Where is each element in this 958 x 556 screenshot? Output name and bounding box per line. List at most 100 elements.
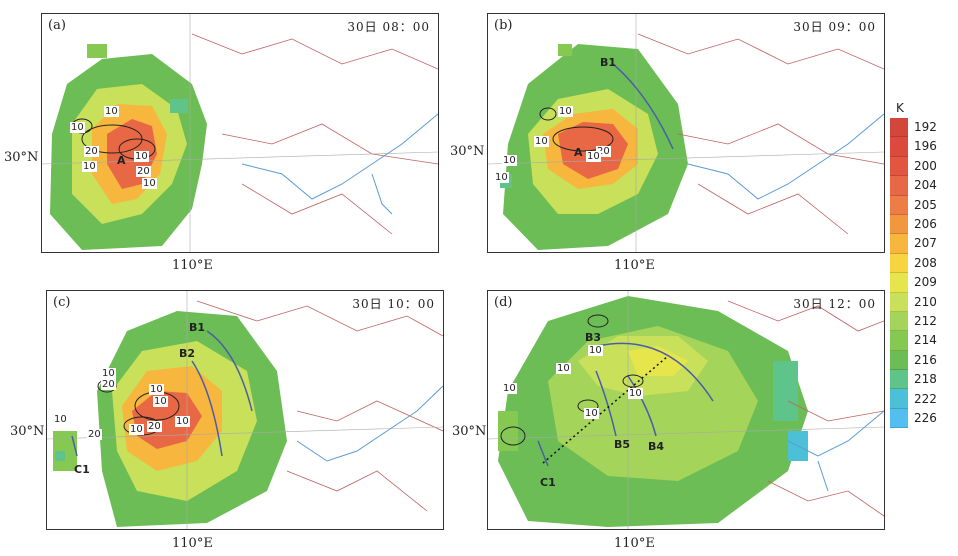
- contour-label: 10: [534, 136, 549, 147]
- colorbar-cell: [890, 350, 908, 371]
- contour-label: 10: [628, 388, 643, 399]
- lon-label-b: 110°E: [614, 258, 655, 273]
- feature-label: B4: [648, 440, 665, 453]
- tbb-field-c: [53, 311, 287, 527]
- panel-label: (d): [494, 295, 513, 310]
- panel-d: (d) 30日 12：00 B3 B5 B4 C1 10 10 10 10 10: [487, 290, 885, 530]
- colorbar-cell: [890, 214, 908, 235]
- lat-label-d: 30°N: [452, 424, 487, 439]
- colorbar-tick-label: 210: [914, 294, 937, 309]
- contour-label: 10: [149, 384, 164, 395]
- tbb-field-d: [498, 296, 808, 527]
- contour-label: 10: [558, 106, 573, 117]
- colorbar-cell: [890, 311, 908, 332]
- map-c: [47, 291, 443, 529]
- panel-time: 30日 10：00: [352, 297, 435, 311]
- lat-label-c: 30°N: [10, 424, 45, 439]
- colorbar-cell: [890, 370, 908, 390]
- panel-b: (b) 30日 09：00 B1 A 10 10 20 10 10 10: [487, 13, 885, 253]
- contours-d: [500, 314, 644, 446]
- contours-a: [71, 118, 156, 160]
- colorbar-cell: [890, 137, 908, 157]
- contour-label: 10: [82, 161, 97, 172]
- trough-line-b2: [191, 360, 223, 457]
- contour-label: 10: [104, 106, 119, 117]
- colorbar-tick-label: 218: [914, 372, 937, 387]
- panel-time: 30日 09：00: [793, 20, 876, 34]
- colorbar-tick-label: 208: [914, 255, 937, 270]
- colorbar-tick-label: 222: [914, 391, 937, 406]
- colorbar-cell: [890, 156, 908, 177]
- rivers-a: [241, 113, 438, 215]
- contour-label: 10: [556, 363, 571, 374]
- colorbar-tick-label: 209: [914, 275, 937, 290]
- contour-label: 10: [134, 151, 149, 162]
- trough-line-c1: [71, 435, 78, 457]
- lon-label-c: 110°E: [172, 536, 213, 551]
- panel-label: (a): [48, 18, 66, 33]
- rivers-d: [787, 410, 884, 492]
- panel-label: (c): [53, 295, 71, 310]
- map-d: [488, 291, 884, 529]
- tbb-field-b: [500, 44, 688, 250]
- lon-label-a: 110°E: [172, 258, 213, 273]
- contour-label: 20: [147, 421, 162, 432]
- map-a: [42, 14, 438, 252]
- trough-line-b4: [627, 375, 657, 437]
- colorbar-cell: [890, 389, 908, 409]
- contour-label: 10: [494, 172, 509, 183]
- colorbar-cell: [890, 253, 908, 274]
- trough-line-b1: [206, 330, 253, 412]
- lat-label-b: 30°N: [450, 144, 485, 159]
- boundaries-b: [488, 14, 884, 252]
- colorbar-tick-label: 192: [914, 120, 937, 134]
- colorbar-tick-label: 206: [914, 217, 937, 231]
- contour-label: 10: [586, 151, 601, 162]
- contour-label: 10: [70, 122, 85, 133]
- trough-line-c1: [537, 440, 549, 467]
- tbb-field-a: [50, 44, 207, 250]
- trough-line-b1: [612, 63, 674, 150]
- colorbar-tick-label: 216: [914, 352, 937, 367]
- colorbar-unit: K: [896, 101, 904, 115]
- colorbar-tick-label: 196: [914, 139, 937, 154]
- rivers-c: [296, 385, 443, 462]
- contour-label: 20: [101, 379, 116, 390]
- contour-label: 10: [588, 345, 603, 356]
- feature-label: B1: [600, 56, 617, 69]
- colorbar-tick-label: 214: [914, 333, 937, 348]
- colorbar-tick-label: 200: [914, 158, 937, 173]
- boundaries-d: [488, 291, 884, 529]
- feature-label: B3: [585, 331, 602, 344]
- feature-label: A: [117, 154, 126, 167]
- feature-label: B1: [189, 321, 206, 334]
- contour-label: 10: [142, 178, 157, 189]
- contours-b: [539, 107, 614, 152]
- contour-label: 20: [136, 166, 151, 177]
- feature-label: B5: [614, 438, 631, 451]
- contour-label: 10: [502, 383, 517, 394]
- map-b: [488, 14, 884, 252]
- feature-label: C1: [74, 463, 90, 476]
- colorbar-tick-label: 205: [914, 197, 937, 212]
- contour-label: 10: [53, 414, 68, 425]
- feature-label: A: [574, 146, 583, 159]
- rivers-b: [687, 113, 884, 200]
- colorbar-cell: [890, 408, 908, 429]
- feature-label: B2: [179, 347, 196, 360]
- colorbar-tick-label: 207: [914, 236, 937, 251]
- panel-time: 30日 12：00: [793, 297, 876, 311]
- contour-label: 10: [129, 424, 144, 435]
- trough-line-b5: [595, 370, 617, 437]
- panel-time: 30日 08：00: [347, 20, 430, 34]
- colorbar-cell: [890, 292, 908, 312]
- contour-label: 10: [101, 368, 116, 379]
- panel-c: (c) 30日 10：00 B1 B2 A C1 10 20 10 10 20 …: [46, 290, 444, 530]
- colorbar-tick-label: 212: [914, 314, 937, 328]
- contour-label: 20: [84, 146, 99, 157]
- colorbar-cell: [890, 118, 908, 138]
- colorbar: [890, 118, 908, 429]
- boundaries-a: [42, 14, 438, 252]
- panel-a: (a) 30日 08：00 A 10 10 20 10 20 10 10: [41, 13, 439, 253]
- lat-label-a: 30°N: [4, 150, 39, 165]
